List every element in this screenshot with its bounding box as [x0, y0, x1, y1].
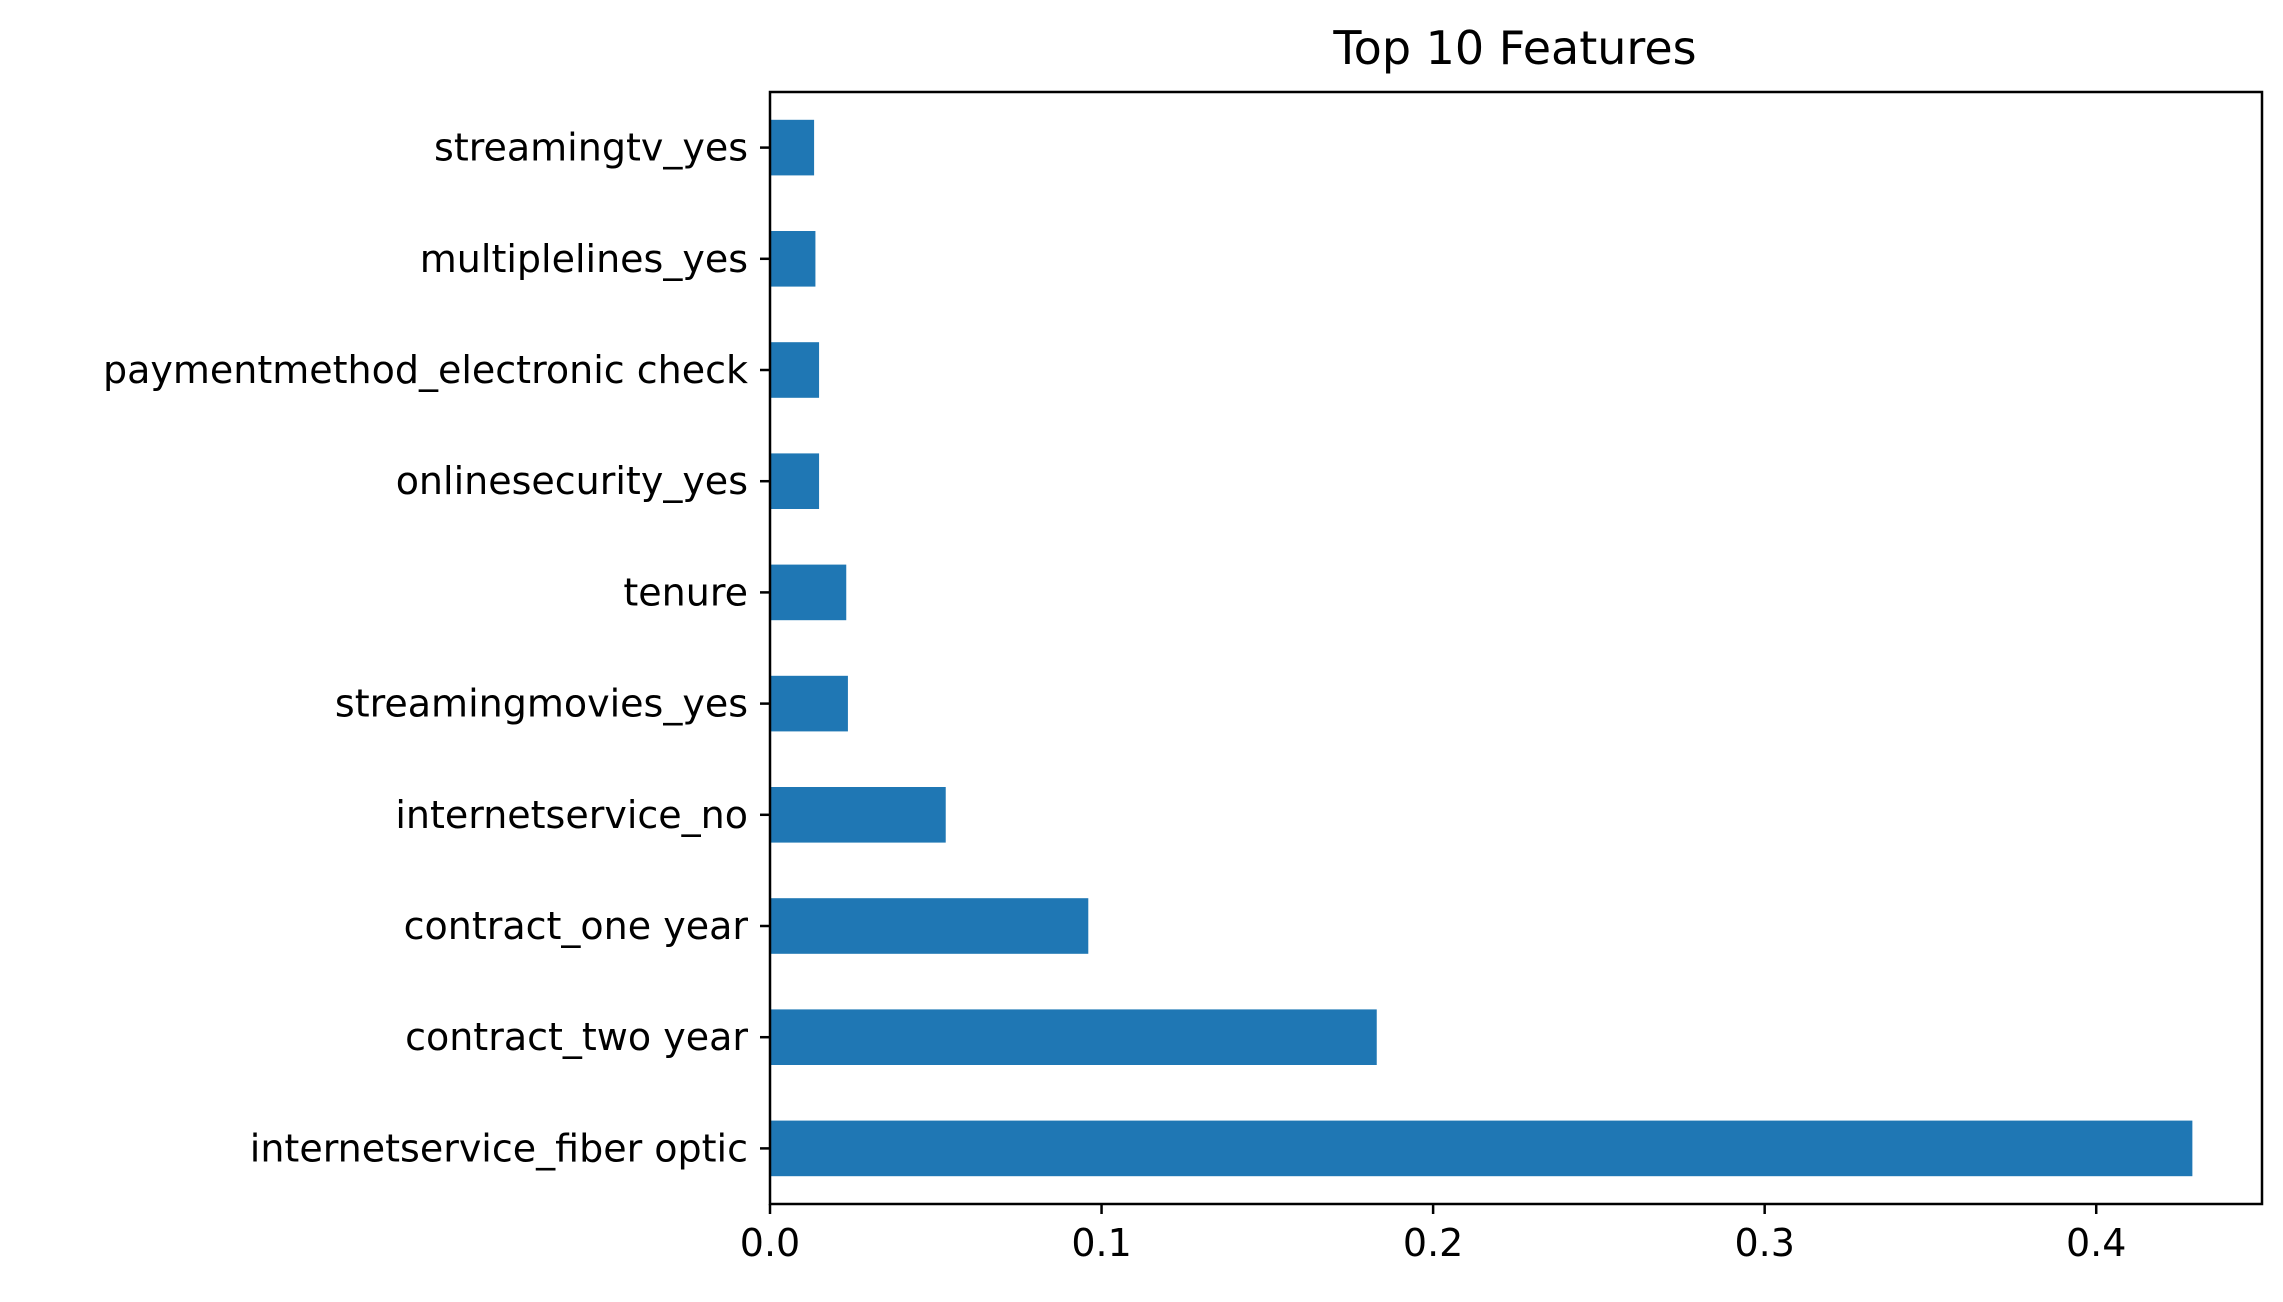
- bar: [770, 453, 820, 509]
- y-tick-label: streamingmovies_yes: [335, 682, 748, 726]
- y-tick-label: contract_one year: [404, 904, 749, 948]
- y-tick-label: onlinesecurity_yes: [396, 459, 748, 503]
- y-tick-label: multiplelines_yes: [420, 237, 748, 281]
- y-tick-label: internetservice_fiber optic: [250, 1126, 748, 1170]
- bar: [770, 119, 815, 176]
- plot-frame: [768, 90, 2264, 1206]
- x-tick-label: 0.3: [1734, 1221, 1794, 1265]
- bar: [770, 898, 1089, 954]
- y-tick-label: tenure: [623, 570, 748, 614]
- x-tick-label: 0.1: [1071, 1221, 1131, 1265]
- chart-title: Top 10 Features: [1332, 21, 1696, 75]
- bar: [770, 787, 946, 843]
- y-tick-label: contract_two year: [405, 1015, 748, 1059]
- y-tick-label: paymentmethod_electronic check: [103, 348, 748, 392]
- bar: [770, 1120, 2193, 1177]
- bar: [770, 1009, 1377, 1065]
- y-tick-label: streamingtv_yes: [434, 126, 748, 170]
- bar: [770, 675, 848, 732]
- x-tick-label: 0.0: [740, 1221, 800, 1265]
- x-tick-label: 0.4: [2066, 1221, 2126, 1265]
- bar: [770, 342, 820, 398]
- bars-group: [770, 119, 2193, 1177]
- x-tick-label: 0.2: [1403, 1221, 1463, 1265]
- x-axis-ticks: 0.0 0.1 0.2 0.3 0.4: [740, 1204, 2126, 1265]
- y-axis-ticks: internetservice_fiber optic contract_two …: [103, 126, 770, 1170]
- bar: [770, 564, 847, 621]
- bar: [770, 231, 816, 287]
- y-tick-label: internetservice_no: [395, 793, 748, 837]
